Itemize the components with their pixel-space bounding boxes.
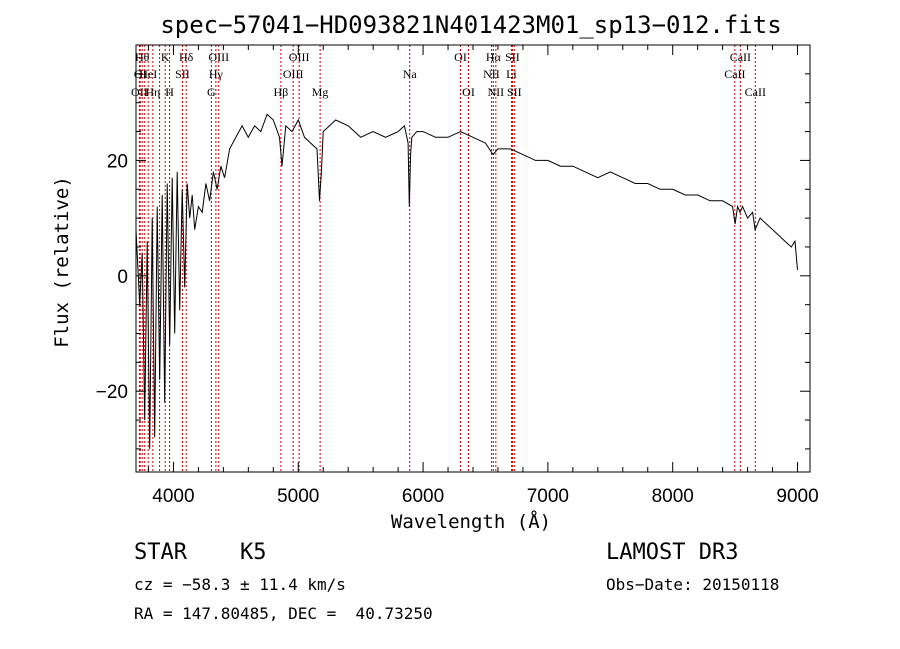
survey-name: LAMOST DR3 [606, 540, 739, 565]
line-marker-label: SII [507, 85, 522, 99]
line-marker-label: OIII [283, 67, 304, 81]
spectral-line-labels: OIIOIHθHeIHηKHSIIHδGHγOIIIHβOIIIOIIIMgNa… [131, 50, 766, 99]
line-marker-label: OIII [208, 50, 229, 64]
line-marker-label: Na [403, 67, 418, 81]
tick-label: 9000 [776, 486, 818, 507]
x-axis-label: Wavelength (Å) [391, 510, 551, 533]
line-marker-label: CaII [730, 50, 751, 64]
line-marker-label: OII [131, 85, 148, 99]
object-class: STAR K5 [134, 540, 267, 565]
tick-label: 8000 [652, 486, 694, 507]
ra-dec: RA = 147.80485, DEC = 40.73250 [134, 604, 433, 623]
tick-label: −20 [96, 382, 128, 403]
line-marker-label: Hη [145, 85, 160, 99]
line-marker-label: CaII [724, 67, 745, 81]
tick-label: 7000 [527, 486, 569, 507]
chart-title: spec−57041−HD093821N401423M01_sp13−012.f… [160, 11, 781, 39]
line-marker-label: CaII [745, 85, 766, 99]
tick-label: 5000 [277, 486, 319, 507]
tick-label: 6000 [402, 486, 444, 507]
redshift-cz: cz = −58.3 ± 11.4 km/s [134, 575, 346, 594]
spectrum-line [135, 113, 798, 449]
line-marker-label: SII [505, 50, 520, 64]
line-marker-label: Hδ [179, 50, 194, 64]
line-marker-label: Hβ [274, 85, 289, 99]
line-marker-label: SII [175, 67, 190, 81]
spectral-line-markers [138, 45, 756, 472]
line-marker-label: OI [454, 50, 467, 64]
line-marker-label: K [161, 50, 170, 64]
line-marker-label: HeI [139, 67, 157, 81]
line-marker-label: Hγ [209, 67, 224, 81]
line-marker-label: NII [483, 67, 500, 81]
line-marker-label: H [165, 85, 174, 99]
line-marker-label: OIII [289, 50, 310, 64]
axis-ticks: 4000 5000 6000 7000 8000 9000 −20 0 20 [96, 45, 819, 507]
plot-frame [135, 44, 811, 473]
line-marker-label: G [207, 85, 216, 99]
line-marker-label: Li [506, 67, 517, 81]
line-marker-label: OI [462, 85, 475, 99]
line-marker-label: NII [488, 85, 505, 99]
tick-label: 20 [107, 151, 128, 172]
observation-date: Obs−Date: 20150118 [606, 575, 780, 594]
line-marker-label: Hθ [135, 50, 150, 64]
tick-label: 4000 [152, 486, 194, 507]
line-marker-label: Hα [486, 50, 502, 64]
y-axis-label: Flux (relative) [51, 176, 73, 348]
tick-label: 0 [117, 267, 128, 288]
line-marker-label: Mg [312, 85, 329, 99]
